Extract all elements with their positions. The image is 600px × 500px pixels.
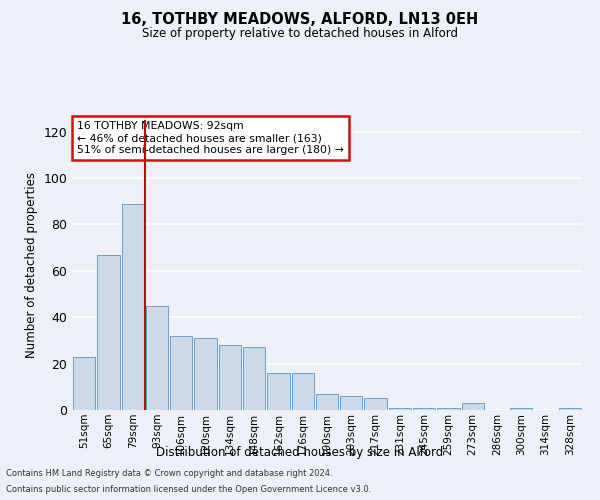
Text: Contains HM Land Registry data © Crown copyright and database right 2024.: Contains HM Land Registry data © Crown c… [6, 468, 332, 477]
Text: 16 TOTHBY MEADOWS: 92sqm
← 46% of detached houses are smaller (163)
51% of semi-: 16 TOTHBY MEADOWS: 92sqm ← 46% of detach… [77, 122, 344, 154]
Bar [292, 373, 314, 410]
Bar [413, 408, 436, 410]
Bar [146, 306, 168, 410]
Bar [461, 403, 484, 410]
Bar [243, 348, 265, 410]
Bar [97, 254, 119, 410]
Bar [340, 396, 362, 410]
Bar [73, 356, 95, 410]
Bar [267, 373, 290, 410]
Bar [510, 408, 532, 410]
Text: Distribution of detached houses by size in Alford: Distribution of detached houses by size … [157, 446, 443, 459]
Bar [194, 338, 217, 410]
Bar [437, 408, 460, 410]
Bar [218, 345, 241, 410]
Bar [316, 394, 338, 410]
Bar [170, 336, 193, 410]
Y-axis label: Number of detached properties: Number of detached properties [25, 172, 38, 358]
Text: Size of property relative to detached houses in Alford: Size of property relative to detached ho… [142, 28, 458, 40]
Text: Contains public sector information licensed under the Open Government Licence v3: Contains public sector information licen… [6, 485, 371, 494]
Bar [364, 398, 387, 410]
Bar [122, 204, 144, 410]
Text: 16, TOTHBY MEADOWS, ALFORD, LN13 0EH: 16, TOTHBY MEADOWS, ALFORD, LN13 0EH [121, 12, 479, 28]
Bar [559, 408, 581, 410]
Bar [389, 408, 411, 410]
